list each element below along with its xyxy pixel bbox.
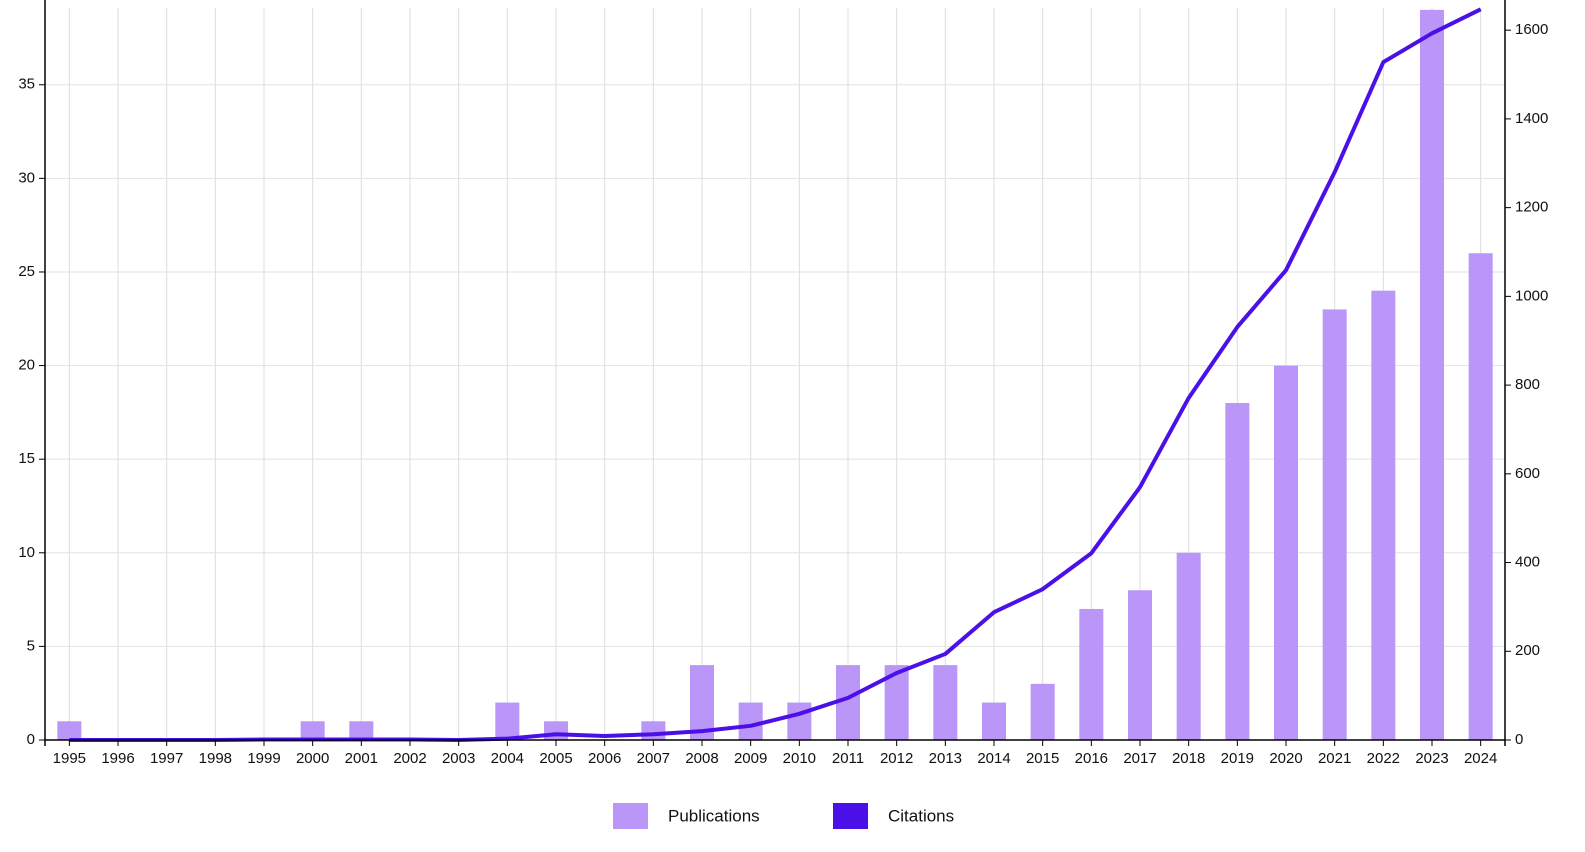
bar <box>787 702 812 740</box>
y2-tick-label: 200 <box>1515 642 1540 659</box>
bar <box>1225 403 1250 740</box>
legend-label: Publications <box>668 806 760 825</box>
x-tick-label: 1998 <box>199 750 232 767</box>
bar <box>1030 683 1055 740</box>
x-tick-label: 2004 <box>491 750 524 767</box>
x-tick-label: 2001 <box>345 750 378 767</box>
bar <box>1468 253 1493 740</box>
y2-tick-label: 1000 <box>1515 287 1548 304</box>
bar <box>1128 590 1152 740</box>
y-tick-label: 25 <box>18 263 35 280</box>
x-tick-label: 2000 <box>296 750 329 767</box>
bar <box>641 721 666 740</box>
y2-tick-label: 400 <box>1515 554 1540 571</box>
bar <box>495 702 520 740</box>
x-tick-label: 2024 <box>1464 750 1497 767</box>
bar <box>1274 365 1298 740</box>
x-tick-label: 2010 <box>783 750 816 767</box>
legend-swatch <box>833 803 868 829</box>
bar <box>544 721 568 740</box>
x-tick-label: 2016 <box>1075 750 1108 767</box>
y2-tick-label: 0 <box>1515 731 1523 748</box>
x-tick-label: 2006 <box>588 750 621 767</box>
bar <box>1420 9 1444 740</box>
y-tick-label: 15 <box>18 450 35 467</box>
x-tick-label: 2009 <box>734 750 767 767</box>
y2-tick-label: 1200 <box>1515 199 1548 216</box>
x-tick-label: 2022 <box>1367 750 1400 767</box>
x-tick-label: 2012 <box>880 750 913 767</box>
y-tick-label: 20 <box>18 357 35 374</box>
x-tick-label: 2005 <box>539 750 572 767</box>
y-tick-label: 10 <box>18 544 35 561</box>
y-tick-label: 35 <box>18 76 35 93</box>
bar <box>1322 309 1347 740</box>
x-tick-label: 1997 <box>150 750 183 767</box>
y-tick-label: 0 <box>27 731 35 748</box>
bar <box>1176 552 1201 740</box>
y2-tick-label: 1600 <box>1515 21 1548 38</box>
x-tick-label: 2021 <box>1318 750 1351 767</box>
bar <box>57 721 82 740</box>
x-tick-label: 2017 <box>1123 750 1156 767</box>
bar <box>982 702 1006 740</box>
x-tick-label: 2020 <box>1269 750 1302 767</box>
bar <box>300 721 325 740</box>
y2-tick-label: 1400 <box>1515 110 1548 127</box>
x-tick-label: 2002 <box>393 750 426 767</box>
x-tick-label: 2019 <box>1221 750 1254 767</box>
x-tick-label: 2015 <box>1026 750 1059 767</box>
x-tick-label: 2007 <box>637 750 670 767</box>
bar <box>349 721 374 740</box>
y-tick-label: 30 <box>18 169 35 186</box>
bar <box>690 665 714 740</box>
x-tick-label: 2011 <box>832 750 864 767</box>
legend-swatch <box>613 803 648 829</box>
x-tick-label: 2018 <box>1172 750 1205 767</box>
bar <box>1371 290 1396 740</box>
y2-tick-label: 600 <box>1515 465 1540 482</box>
line <box>69 7 1482 742</box>
bar <box>738 702 763 740</box>
y-tick-label: 5 <box>27 637 35 654</box>
x-tick-label: 2014 <box>977 750 1010 767</box>
x-tick-label: 1995 <box>53 750 86 767</box>
x-tick-label: 2013 <box>929 750 962 767</box>
x-tick-label: 2023 <box>1415 750 1448 767</box>
x-tick-label: 1996 <box>101 750 134 767</box>
y2-tick-label: 800 <box>1515 376 1540 393</box>
x-tick-label: 1999 <box>247 750 280 767</box>
bar <box>933 665 958 740</box>
x-tick-label: 2008 <box>685 750 718 767</box>
bar-series <box>57 9 1493 740</box>
legend-label: Citations <box>888 806 954 825</box>
x-tick-label: 2003 <box>442 750 475 767</box>
legend: Publications Citations <box>613 803 954 829</box>
bar <box>1079 608 1104 740</box>
